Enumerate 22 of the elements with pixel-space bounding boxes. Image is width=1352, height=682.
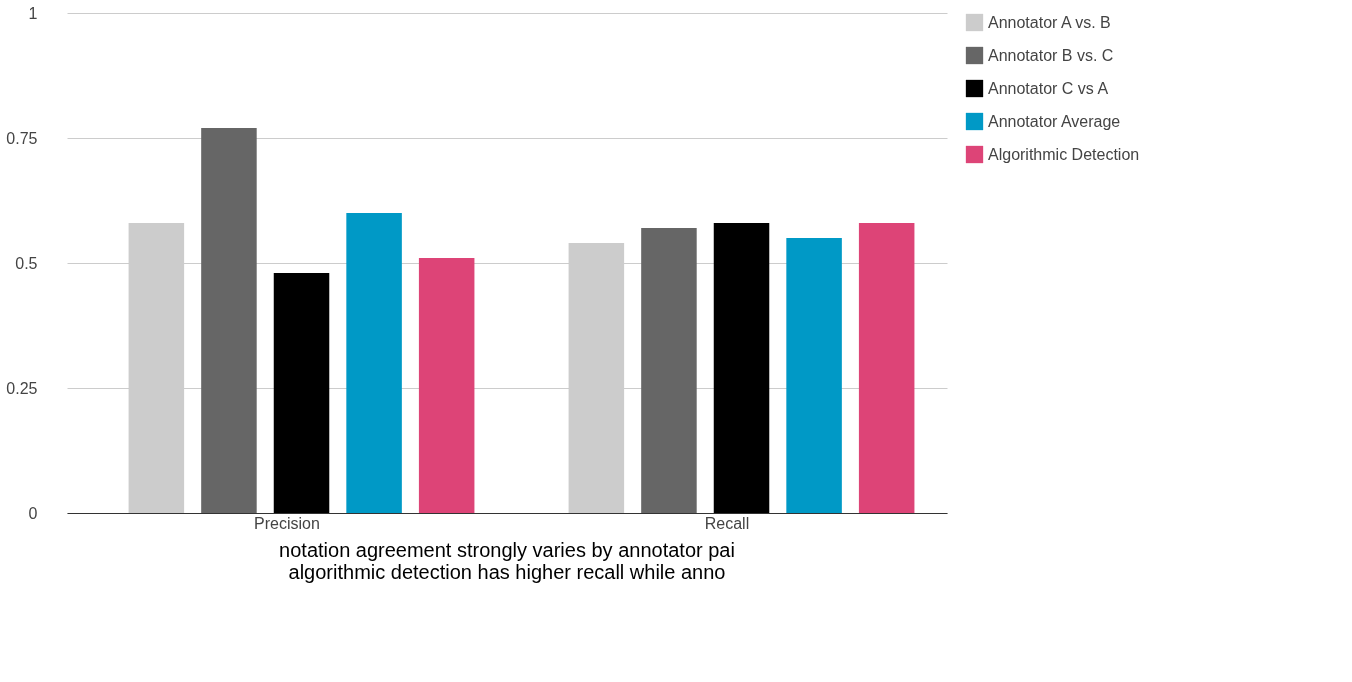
y-tick-label: 0.75 [6, 129, 38, 147]
bar [713, 223, 770, 513]
bar [273, 273, 330, 513]
text: algorithmic detection has higher recall while anno [288, 561, 726, 583]
y-tick-label: 0.5 [15, 254, 38, 272]
legend-label: Annotator Average [988, 112, 1121, 130]
y-tick-label: 0 [28, 504, 38, 522]
legend-label: Annotator A vs. B [988, 13, 1111, 31]
legend-label: Annotator C vs A [988, 79, 1109, 97]
bar [641, 228, 697, 513]
legend-label: Annotator B vs. C [988, 46, 1114, 64]
text: notation agreement strongly varies by annotator pai [279, 539, 735, 561]
x-tick-label: Recall [704, 514, 750, 532]
x-tick-label: Precision [254, 514, 320, 532]
y-tick-label: 1 [28, 4, 38, 22]
bar [418, 258, 475, 513]
bar [786, 238, 842, 513]
legend-label: Algorithmic Detection [988, 145, 1140, 163]
bar [346, 213, 402, 513]
bar [858, 223, 915, 513]
bar [201, 128, 257, 513]
y-tick-label: 0.25 [6, 379, 38, 397]
